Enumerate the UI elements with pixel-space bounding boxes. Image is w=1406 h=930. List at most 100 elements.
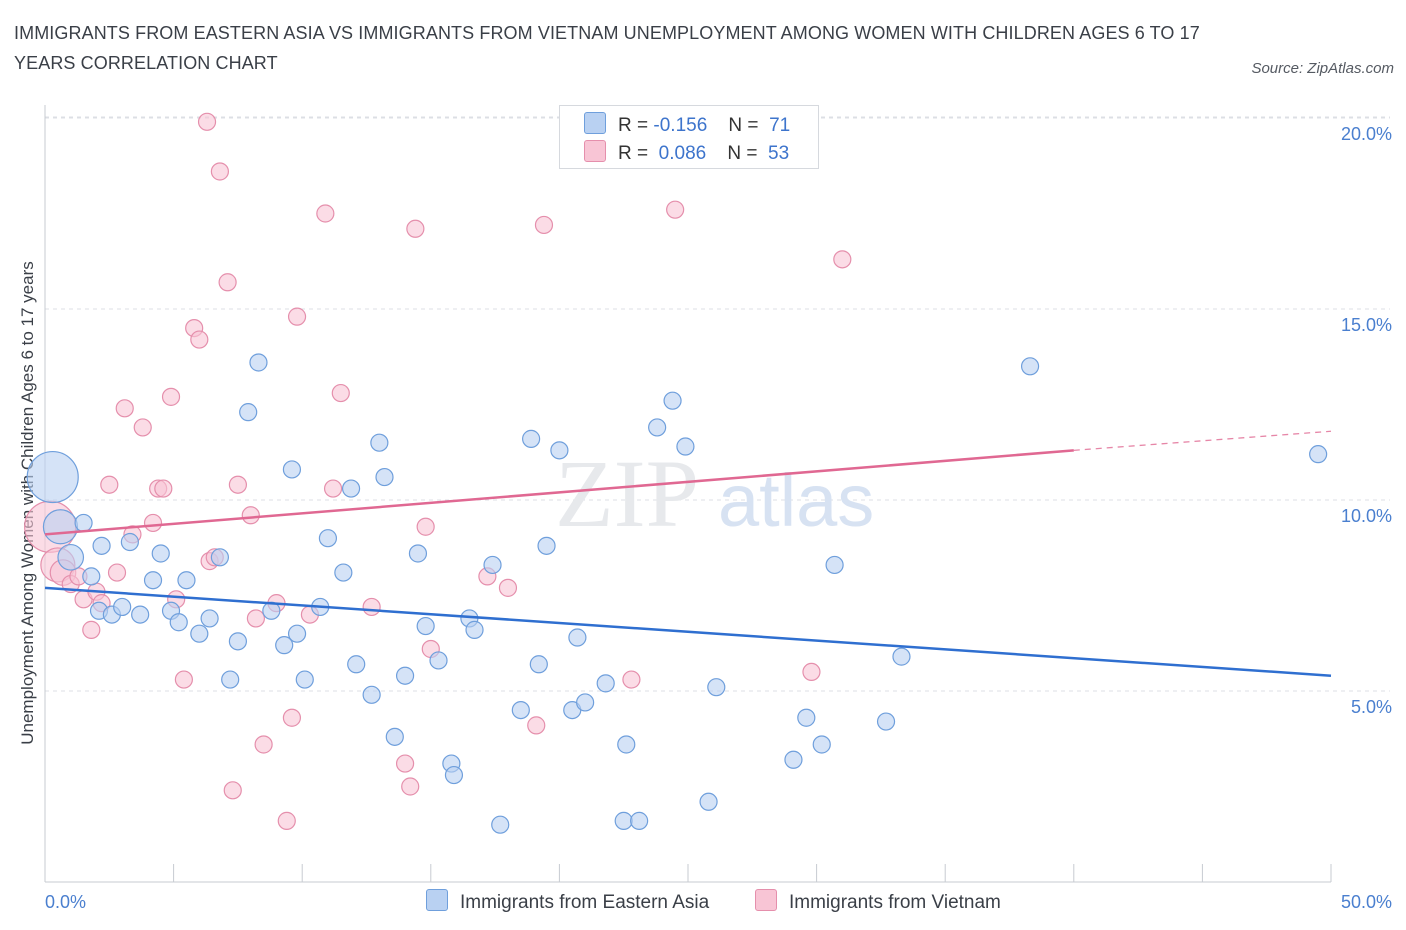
vietnam-point (362, 597, 381, 617)
vietnam-point (534, 215, 554, 235)
eastern-asia-point (522, 429, 541, 448)
eastern-asia-point (812, 735, 831, 754)
eastern-asia-point (408, 544, 428, 563)
legend-series-name: Immigrants from Vietnam (789, 892, 1001, 913)
vietnam-point (190, 330, 209, 349)
vietnam-point (316, 204, 335, 223)
legend-swatch-pink (755, 889, 777, 911)
eastern-asia-point (287, 624, 307, 643)
eastern-asia-point (26, 450, 79, 504)
vietnam-point (161, 387, 181, 406)
vietnam-point (666, 200, 685, 219)
vietnam-point (218, 273, 237, 292)
eastern-asia-point (825, 555, 844, 575)
eastern-asia-point (177, 571, 196, 590)
eastern-asia-point (275, 636, 294, 655)
vietnam-point (154, 479, 173, 498)
legend-r-label: R = (618, 143, 649, 164)
eastern-asia-point (200, 609, 219, 628)
legend-r-value: 0.086 (658, 143, 707, 164)
vietnam-point (82, 620, 101, 639)
y-tick-label: 15.0% (1341, 315, 1392, 335)
eastern-asia-point (228, 632, 247, 651)
eastern-asia-point (370, 433, 389, 452)
vietnam-point (833, 250, 852, 269)
eastern-asia-point (169, 613, 188, 632)
eastern-asia-point (113, 597, 132, 617)
y-tick-label: 20.0% (1341, 124, 1392, 144)
vietnam-point (197, 112, 217, 131)
vietnam-point (115, 399, 134, 418)
vietnam-point (228, 475, 247, 494)
eastern-asia-point (550, 441, 569, 460)
eastern-asia-point (295, 670, 314, 689)
legend-swatch-blue (584, 112, 606, 134)
vietnam-point (133, 418, 152, 437)
vietnam-point (323, 479, 343, 498)
eastern-asia-point (617, 735, 636, 754)
eastern-asia-point (663, 391, 682, 410)
x-tick-label: 0.0% (45, 892, 86, 912)
eastern-asia-points (26, 353, 1328, 834)
eastern-asia-point (151, 544, 170, 563)
x-tick-label: 50.0% (1341, 892, 1392, 912)
eastern-asia-point (249, 353, 268, 372)
vietnam-point (210, 162, 229, 181)
legend-r-value: -0.156 (653, 115, 708, 136)
eastern-asia-point (375, 467, 394, 487)
vietnam-point (802, 662, 821, 682)
eastern-asia-point (341, 479, 361, 498)
eastern-asia-point (465, 620, 484, 639)
eastern-asia-point (784, 750, 803, 769)
vietnam-trend-extension (1073, 430, 1332, 451)
eastern-asia-point (1020, 357, 1040, 376)
eastern-asia-point (491, 815, 510, 834)
eastern-asia-point (57, 543, 85, 571)
eastern-asia-point (92, 536, 111, 555)
legend-n-value: 71 (769, 115, 791, 136)
eastern-asia-point (797, 708, 816, 727)
legend-row-eastern-asia: R = -0.156 N = 71 (584, 112, 790, 138)
watermark-zip: ZIP (555, 440, 699, 547)
vietnam-point (174, 670, 193, 689)
eastern-asia-point (239, 403, 258, 422)
eastern-asia-point (74, 513, 93, 533)
eastern-asia-point (1309, 445, 1328, 464)
watermark: ZIP atlas (555, 440, 874, 547)
vietnam-point (246, 609, 266, 628)
eastern-asia-point (429, 651, 448, 670)
legend-swatch-blue (426, 889, 448, 911)
legend-item-eastern-asia: Immigrants from Eastern Asia (426, 889, 709, 914)
eastern-asia-point (42, 509, 79, 545)
watermark-atlas: atlas (718, 459, 874, 542)
trend-lines (44, 430, 1332, 677)
series-legend: Immigrants from Eastern Asia Immigrants … (0, 889, 1406, 915)
eastern-asia-trend-line (44, 586, 1332, 677)
eastern-asia-point (537, 536, 556, 555)
vietnam-point (498, 578, 518, 597)
eastern-asia-point (395, 666, 415, 685)
eastern-asia-point (707, 678, 726, 697)
eastern-asia-point (385, 727, 404, 746)
eastern-asia-point (676, 437, 695, 456)
vietnam-point (223, 781, 242, 800)
tick-labels: 5.0% 10.0% 15.0% 20.0% 0.0% 50.0% (45, 124, 1392, 912)
eastern-asia-point (529, 655, 548, 674)
eastern-asia-point (318, 529, 338, 548)
legend-n-label: N = (728, 115, 759, 136)
eastern-asia-point (221, 670, 240, 689)
eastern-asia-point (82, 567, 101, 586)
vietnam-point (107, 563, 127, 582)
vietnam-point (287, 307, 307, 326)
eastern-asia-point (648, 418, 667, 437)
legend-row-vietnam: R = 0.086 N = 53 (584, 140, 789, 166)
legend-n-label: N = (727, 143, 758, 164)
eastern-asia-point (568, 628, 587, 647)
source-note: Source: ZipAtlas.com (1251, 60, 1394, 77)
eastern-asia-point (699, 792, 718, 811)
legend-r-label: R = (618, 115, 649, 136)
eastern-asia-point (131, 605, 150, 624)
vietnam-point (143, 513, 163, 533)
eastern-asia-point (596, 674, 615, 693)
